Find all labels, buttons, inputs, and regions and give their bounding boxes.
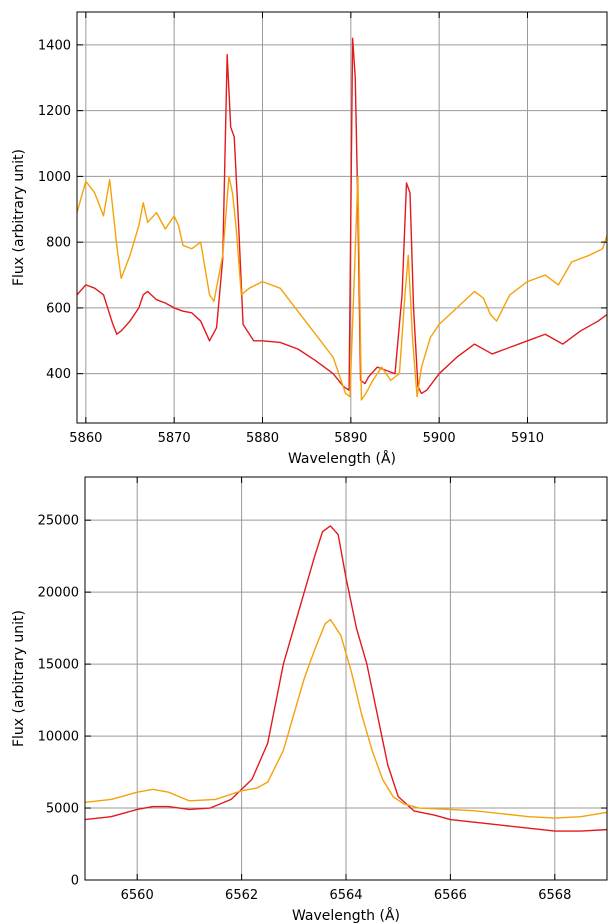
series-line-red [77, 37, 607, 395]
series-line-red [85, 525, 607, 832]
x-tick-label: 6560 [121, 888, 154, 903]
grid [85, 477, 607, 881]
x-tick-label: 5900 [423, 431, 456, 446]
y-tick-label: 800 [46, 236, 71, 251]
x-tick-label: 6566 [434, 888, 467, 903]
y-tick-label: 600 [46, 301, 71, 316]
y-tick-label: 1200 [38, 104, 71, 119]
y-axis-label: Flux (arbitrary unit) [11, 610, 27, 747]
plot-frame [76, 11, 608, 424]
series-line-orange [77, 175, 607, 401]
y-tick-label: 15000 [38, 658, 79, 673]
x-axis-label: Wavelength (Å) [288, 450, 396, 467]
bottom-chart-h-alpha: 6560 6562 6564 6566 6568 0 5000 10000 15000 20000… [11, 476, 608, 924]
y-tick-label: 0 [71, 874, 79, 889]
x-tick-label: 6564 [329, 888, 362, 903]
x-tick-label: 6562 [225, 888, 258, 903]
x-tick-label: 5870 [158, 431, 191, 446]
y-tick-label: 25000 [38, 514, 79, 529]
grid [77, 12, 607, 423]
x-tick-label: 6568 [538, 888, 571, 903]
series-group [85, 525, 607, 832]
series-line-orange [85, 618, 607, 819]
x-axis-label: Wavelength (Å) [292, 907, 400, 924]
x-tick-label: 5860 [69, 431, 102, 446]
y-tick-label: 1400 [38, 38, 71, 53]
y-axis-label: Flux (arbitrary unit) [11, 149, 27, 286]
top-chart-sodium-d: 5860 5870 5880 5890 5900 5910 400 600 800 1000 120… [11, 11, 608, 467]
y-tick-label: 1000 [38, 170, 71, 185]
y-tick-label: 10000 [38, 730, 79, 745]
series-group [77, 37, 607, 401]
x-tick-label: 5880 [246, 431, 279, 446]
x-tick-label: 5910 [511, 431, 544, 446]
y-tick-label: 20000 [38, 586, 79, 601]
x-tick-label: 5890 [334, 431, 367, 446]
y-tick-label: 5000 [46, 802, 79, 817]
y-tick-label: 400 [46, 367, 71, 382]
